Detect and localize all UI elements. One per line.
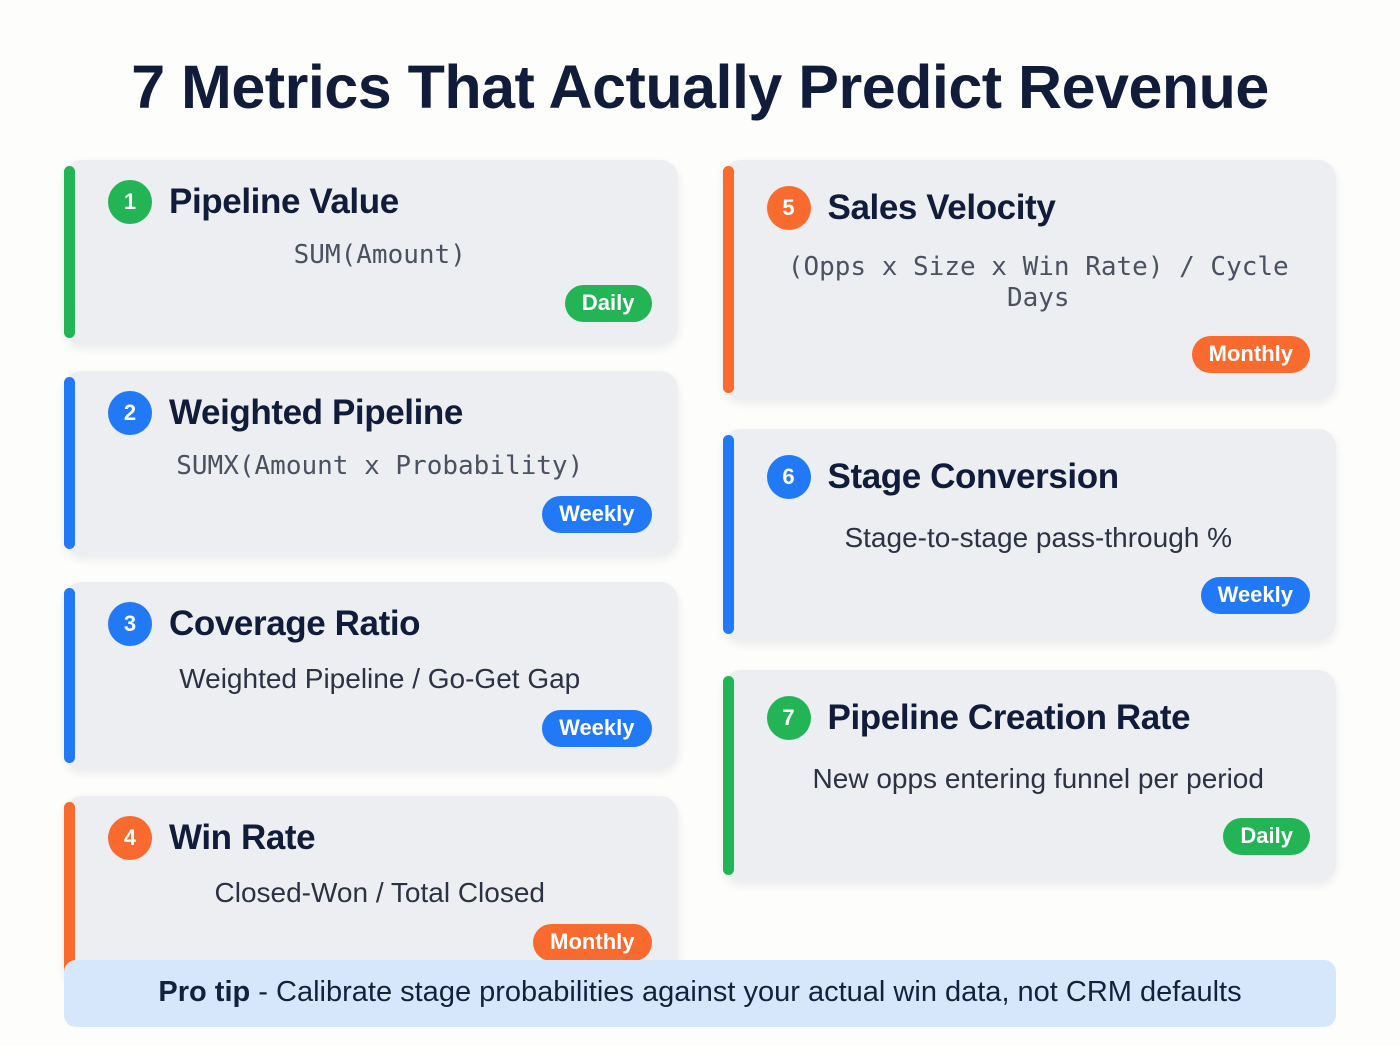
page-title: 7 Metrics That Actually Predict Revenue — [131, 53, 1269, 121]
cadence-badge: Weekly — [1200, 576, 1310, 614]
metric-cadence-row: Daily — [108, 285, 652, 323]
metric-number-badge: 1 — [108, 180, 152, 224]
metric-card: 1 Pipeline Value SUM(Amount) Daily — [64, 160, 678, 345]
metric-number-badge: 3 — [108, 602, 152, 647]
metric-title: Pipeline Value — [169, 181, 399, 221]
metric-title: Stage Conversion — [827, 457, 1120, 496]
cadence-badge: Monthly — [533, 923, 652, 961]
metric-card-header: 3 Coverage Ratio — [108, 602, 652, 647]
metric-column-left: 1 Pipeline Value SUM(Amount) Daily 2 Weighted… — [64, 160, 678, 983]
metric-formula: New opps entering funnel per period — [812, 762, 1264, 794]
metric-cadence-row: Monthly — [108, 923, 652, 961]
metric-title: Weighted Pipeline — [169, 392, 463, 432]
metric-card-header: 4 Win Rate — [108, 815, 652, 860]
cadence-badge: Daily — [1223, 817, 1310, 855]
metric-card: 4 Win Rate Closed-Won / Total Closed Monthl… — [64, 795, 678, 983]
pro-tip-label: Pro tip — [158, 975, 251, 1008]
metric-card: 2 Weighted Pipeline SUMX(Amount x Probabil… — [64, 371, 678, 556]
metric-card: 5 Sales Velocity (Opps x Size x Win Rate) … — [722, 160, 1336, 400]
metric-cadence-row: Weekly — [108, 496, 652, 534]
metric-card-header: 2 Weighted Pipeline — [108, 391, 652, 436]
cadence-badge: Monthly — [1191, 336, 1310, 374]
metric-title: Pipeline Creation Rate — [827, 697, 1191, 737]
metric-card: 3 Coverage Ratio Weighted Pipeline / Go-Ge… — [64, 582, 678, 769]
metric-formula: Weighted Pipeline / Go-Get Gap — [179, 663, 581, 695]
metric-number-badge: 6 — [766, 455, 811, 500]
metric-cadence-row: Daily — [767, 817, 1310, 855]
cadence-badge: Daily — [564, 285, 652, 323]
metric-number-badge: 5 — [766, 186, 811, 230]
metric-card: 6 Stage Conversion Stage-to-stage pass-thr… — [722, 429, 1336, 640]
metric-formula: (Opps x Size x Win Rate) / Cycle Days — [787, 252, 1289, 314]
pro-tip-banner: Pro tip - Calibrate stage probabilities … — [64, 959, 1336, 1027]
metric-formula: Stage-to-stage pass-through % — [844, 522, 1233, 554]
pro-tip-separator: - — [250, 975, 277, 1008]
cadence-badge: Weekly — [542, 709, 652, 747]
metric-number-badge: 2 — [108, 391, 152, 436]
metric-card-header: 5 Sales Velocity — [766, 186, 1311, 230]
metric-number-badge: 4 — [108, 815, 152, 860]
cadence-badge: Weekly — [542, 496, 652, 534]
metric-cadence-row: Monthly — [767, 336, 1310, 374]
metric-title: Win Rate — [169, 817, 316, 857]
metric-card: 7 Pipeline Creation Rate New opps entering… — [722, 669, 1336, 881]
metric-card-header: 6 Stage Conversion — [766, 455, 1311, 500]
metric-cadence-row: Weekly — [767, 576, 1310, 614]
metric-formula: Closed-Won / Total Closed — [214, 876, 545, 908]
metric-formula: SUMX(Amount x Probability) — [176, 451, 584, 482]
pro-tip-text: Calibrate stage probabilities against yo… — [276, 975, 1242, 1008]
metric-title: Sales Velocity — [827, 187, 1056, 227]
metric-number-badge: 7 — [766, 695, 811, 740]
metric-formula: SUM(Amount) — [293, 240, 466, 270]
metric-cadence-row: Weekly — [108, 709, 652, 747]
metric-card-columns: 1 Pipeline Value SUM(Amount) Daily 2 Weighted… — [64, 160, 1336, 983]
metric-card-header: 1 Pipeline Value — [108, 180, 652, 224]
metric-card-header: 7 Pipeline Creation Rate — [766, 695, 1311, 740]
metric-title: Coverage Ratio — [169, 604, 421, 643]
metric-column-right: 5 Sales Velocity (Opps x Size x Win Rate) … — [722, 160, 1336, 983]
